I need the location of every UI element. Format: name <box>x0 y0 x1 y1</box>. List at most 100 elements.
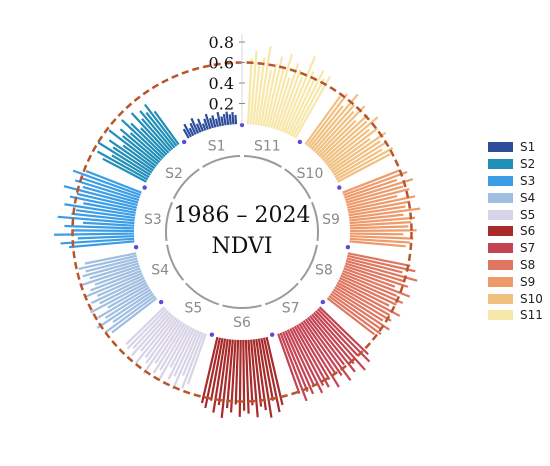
bar-s4-16 <box>89 262 139 280</box>
bar-s1-2 <box>183 123 193 138</box>
bar-s3-1 <box>68 240 135 249</box>
legend-item-s10: S10 <box>488 290 548 307</box>
bar-s9-5 <box>345 185 404 204</box>
bar-s2-14 <box>140 127 168 156</box>
bar-s3-6 <box>64 224 135 230</box>
bar-s8-5 <box>345 262 405 283</box>
bar-s8-13 <box>336 281 401 317</box>
bar-s3-10 <box>75 209 136 220</box>
bar-s9-12 <box>349 213 404 222</box>
bar-s1-1 <box>182 128 190 139</box>
legend-label-s9: S9 <box>520 274 536 289</box>
bar-s10-5 <box>312 104 356 152</box>
bar-s6-18 <box>209 338 224 401</box>
bar-s1-14 <box>216 111 222 127</box>
segment-label-s2: S2 <box>165 166 183 182</box>
bar-s9-13 <box>349 216 416 225</box>
radial-tick-label: 0.6 <box>209 54 234 73</box>
segment-boundary-dot-2 <box>297 139 303 145</box>
bar-s6-2 <box>262 337 281 413</box>
bar-s11-10 <box>270 53 293 129</box>
overlay-layer <box>71 34 413 403</box>
legend-swatch-s11 <box>488 310 513 321</box>
bar-s11-18 <box>289 70 325 137</box>
bar-s1-19 <box>231 111 235 125</box>
labels-layer: S11 S10 S9 S8 S7 S6 S5 S4 S3 S2 S1 0.2 0.40.6 0.8 <box>144 33 340 331</box>
bar-s9-6 <box>346 187 410 207</box>
bar-s2-10 <box>119 128 161 164</box>
bar-s1-16 <box>222 113 227 126</box>
bar-s5-2 <box>181 332 205 389</box>
legend-label-s2: S2 <box>520 157 536 172</box>
segment-boundary-dot-4 <box>345 245 351 250</box>
bar-s9-4 <box>344 178 414 202</box>
bar-s9-11 <box>348 207 421 220</box>
segment-boundary-dot-6 <box>269 332 275 337</box>
bar-s5-3 <box>182 331 202 376</box>
segment-arc-s5 <box>185 282 219 306</box>
bar-s3-7 <box>82 221 135 227</box>
bar-s11-6 <box>259 69 272 126</box>
legend-item-s5: S5 <box>488 206 548 223</box>
bar-s3-11 <box>64 203 136 217</box>
segment-boundary-dot-3 <box>337 185 342 190</box>
segment-arc-s8 <box>299 244 318 281</box>
segment-arc-s9 <box>311 201 319 241</box>
bar-s5-1 <box>186 333 207 385</box>
bar-s7-6 <box>309 315 356 373</box>
segment-boundary-dot-7 <box>209 332 215 337</box>
bar-s10-4 <box>310 93 359 151</box>
bar-s5-5 <box>173 329 198 377</box>
bar-s11-4 <box>254 57 266 126</box>
bar-s7-13 <box>293 325 330 388</box>
bar-s8-20 <box>326 297 376 336</box>
legend-swatch-s2 <box>488 159 513 170</box>
bar-s4-8 <box>90 281 148 314</box>
bar-s6-14 <box>225 339 234 409</box>
bar-s3-16 <box>82 185 139 204</box>
bar-s6-16 <box>217 338 229 406</box>
segment-arc-s3 <box>165 201 173 241</box>
bar-s5-7 <box>169 326 193 368</box>
legend-item-s3: S3 <box>488 173 548 190</box>
bar-s7-9 <box>302 320 343 377</box>
bar-s11-20 <box>294 75 332 139</box>
bar-s11-9 <box>267 67 285 128</box>
bar-s1-12 <box>211 115 217 128</box>
bar-s7-14 <box>291 326 325 386</box>
bar-s3-5 <box>72 229 135 233</box>
legend-swatch-s7 <box>488 243 513 254</box>
bar-s3-4 <box>54 232 135 236</box>
bar-s4-17 <box>82 259 139 278</box>
bar-s1-10 <box>204 113 212 130</box>
bar-s6-11 <box>238 339 242 417</box>
segment-label-s3: S3 <box>144 212 162 228</box>
segment-label-s1: S1 <box>208 139 226 155</box>
bar-s7-18 <box>282 331 309 393</box>
bar-s4-2 <box>104 295 156 334</box>
bar-s6-10 <box>242 339 246 411</box>
bar-s1-20 <box>234 114 238 125</box>
bar-s11-1 <box>246 58 253 125</box>
bar-s3-13 <box>69 195 137 212</box>
bar-s2-5 <box>112 146 153 174</box>
bar-s2-8 <box>108 129 157 168</box>
bar-s4-18 <box>85 257 138 273</box>
legend-item-s8: S8 <box>488 257 548 274</box>
segment-boundary-dot-1 <box>239 122 245 128</box>
bar-s8-6 <box>344 264 409 288</box>
segment-arc-s1 <box>202 155 241 168</box>
bar-s5-15 <box>135 315 175 364</box>
bar-s2-18 <box>145 111 176 149</box>
legend-swatch-s3 <box>488 175 513 186</box>
bar-s3-18 <box>80 176 140 199</box>
bar-s5-13 <box>145 318 180 364</box>
bar-s8-2 <box>347 254 416 273</box>
bar-s10-3 <box>308 105 344 149</box>
bar-s10-2 <box>306 93 349 147</box>
segment-boundary-dot-9 <box>133 245 139 250</box>
bar-s3-8 <box>57 215 135 225</box>
legend: S1 S2 S3 S4 S5 S6 S7 S8 S9 S10 S11 <box>488 139 548 324</box>
bar-s4-20 <box>84 252 137 265</box>
